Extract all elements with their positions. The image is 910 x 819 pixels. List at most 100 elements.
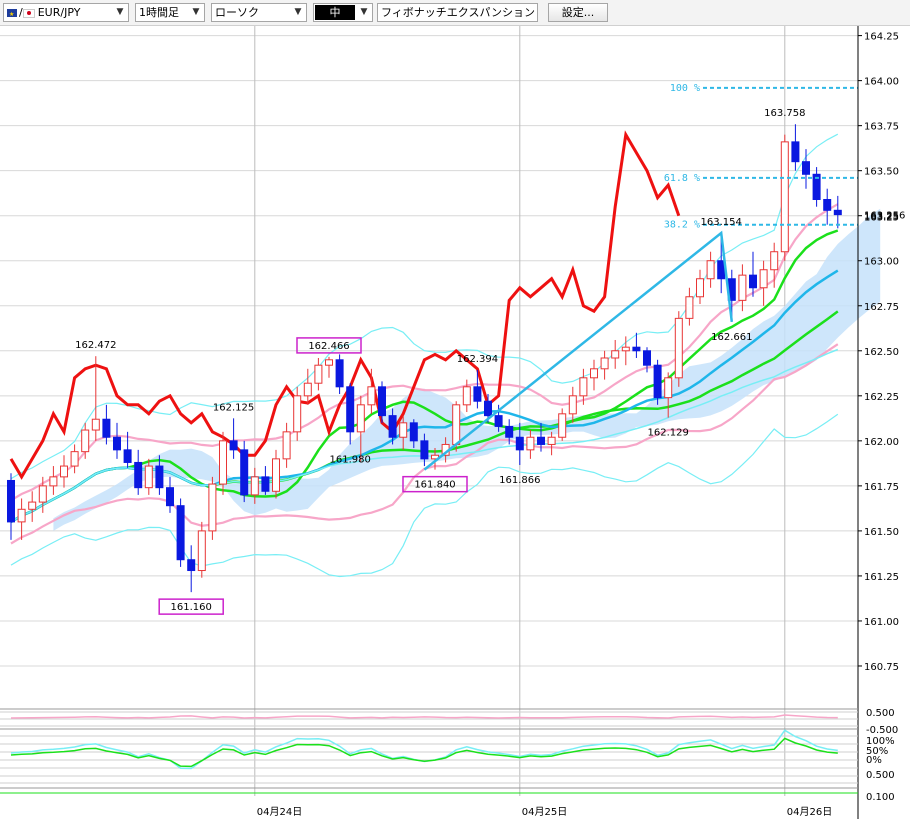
price-axis: 164.25 164.00 163.75 163.50 163.25 163.00 162.… <box>857 26 905 819</box>
eu-flag-icon <box>7 6 17 21</box>
candle-body <box>420 440 429 460</box>
candle-body <box>452 404 461 445</box>
bollinger-band-line <box>10 413 839 578</box>
candle-body <box>314 364 323 384</box>
price-chart[interactable]: 100 %61.8 %38.2 % 162.472162.125161.1601… <box>0 26 910 819</box>
sub-panel-label: 0% <box>866 755 882 766</box>
candle <box>28 491 37 522</box>
candle <box>653 359 662 405</box>
price-annotation: 161.840 <box>414 480 455 491</box>
candle <box>505 419 514 445</box>
candle-body <box>325 359 333 366</box>
candle-body <box>113 436 121 451</box>
candle <box>590 359 598 391</box>
price-annotation: 162.394 <box>457 354 498 365</box>
date-label: 04月25日 <box>522 806 567 818</box>
price-annotation: 161.980 <box>330 454 371 465</box>
candle <box>579 368 588 405</box>
settings-button[interactable]: 設定... <box>548 3 608 22</box>
candle-body <box>685 296 694 319</box>
candle-body <box>515 436 524 451</box>
candle <box>38 476 47 513</box>
candle-body <box>812 173 821 200</box>
candle-body <box>293 395 302 433</box>
y-tick-label: 163.75 <box>864 122 899 133</box>
candle <box>272 449 280 499</box>
chart-type-select[interactable]: ローソク ▼ <box>211 3 307 22</box>
candle-body <box>282 431 291 460</box>
sub-panel-label: 50% <box>866 746 888 757</box>
candle-body <box>802 161 810 175</box>
sub-panel-label: 0.100 <box>866 792 895 803</box>
candle <box>833 195 842 229</box>
candle-body <box>272 458 280 492</box>
candle-body <box>759 269 768 289</box>
candle <box>664 372 673 418</box>
candle <box>632 332 641 358</box>
chevron-down-icon: ▼ <box>294 7 302 17</box>
candle-body <box>356 404 365 433</box>
candle-body <box>261 476 270 492</box>
candle <box>102 404 111 445</box>
price-annotation: 163.758 <box>764 108 805 119</box>
candle-body <box>674 317 683 379</box>
price-annotation: 162.125 <box>213 402 254 413</box>
line-width-label: 中 <box>315 5 355 20</box>
sub-panel-label: 0.500 <box>866 708 895 719</box>
candle-body <box>600 357 609 370</box>
candle-body <box>780 141 789 253</box>
candle <box>325 356 333 378</box>
y-tick-label: 160.75 <box>864 662 899 673</box>
candle <box>378 381 386 423</box>
candle-body <box>197 530 206 572</box>
candle-body <box>378 386 386 417</box>
candle-body <box>590 368 598 379</box>
fibonacci-expansion[interactable]: 100 % 61.8 % 38.2 % <box>423 83 858 471</box>
candle <box>674 311 683 387</box>
candle <box>473 369 482 409</box>
candle <box>81 422 90 459</box>
candle <box>293 386 302 441</box>
annotation-box <box>296 337 362 354</box>
candle-body <box>770 251 779 271</box>
price-annotation: 163.154 <box>701 217 742 228</box>
candle <box>314 357 323 391</box>
sub-panel-label: 100% <box>866 736 895 747</box>
candle-body <box>335 359 344 388</box>
candle <box>166 476 174 513</box>
currency-pair-select[interactable]: / EUR/JPY ▼ <box>3 3 129 22</box>
line-width-select[interactable]: 中 ▼ <box>313 3 373 22</box>
candle <box>600 350 609 380</box>
y-tick-label: 164.00 <box>864 77 899 88</box>
bollinger-band-line <box>10 203 839 502</box>
candle <box>123 431 132 468</box>
drawing-tool-select[interactable]: フィボナッチエクスパンション <box>377 3 538 22</box>
candlesticks <box>7 124 842 593</box>
candle <box>611 339 620 369</box>
candle <box>399 415 408 450</box>
y-tick-label: 161.25 <box>864 572 899 583</box>
candle-body <box>833 209 842 216</box>
candle <box>537 422 545 452</box>
timeframe-select[interactable]: 1時間足 ▼ <box>135 3 205 22</box>
y-tick-label: 163.25 <box>864 212 899 223</box>
sub-osc-green <box>10 737 838 768</box>
candle-body <box>250 476 259 496</box>
pair-prefix: / <box>19 6 23 19</box>
y-tick-label: 162.50 <box>864 347 899 358</box>
fibonacci-trend-line <box>423 230 734 471</box>
candle <box>187 545 196 593</box>
fibonacci-level-label: 38.2 % <box>664 220 700 231</box>
candle <box>621 336 630 366</box>
sub-panel-label: -0.500 <box>866 725 898 736</box>
candle <box>346 383 355 445</box>
current-price-label-2: 163.25 <box>864 213 899 224</box>
candle <box>526 430 535 459</box>
date-axis: 04月24日 04月25日 04月26日 <box>257 806 832 818</box>
candle <box>388 408 397 445</box>
candle-body <box>123 449 132 463</box>
timeframe-label: 1時間足 <box>139 6 179 19</box>
chart-toolbar: / EUR/JPY ▼ 1時間足 ▼ ローソク ▼ 中 ▼ フィボナッチエクスパン… <box>0 0 910 26</box>
candle <box>7 473 15 540</box>
